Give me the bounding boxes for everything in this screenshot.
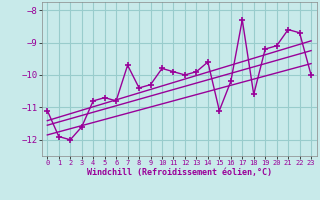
X-axis label: Windchill (Refroidissement éolien,°C): Windchill (Refroidissement éolien,°C)	[87, 168, 272, 177]
